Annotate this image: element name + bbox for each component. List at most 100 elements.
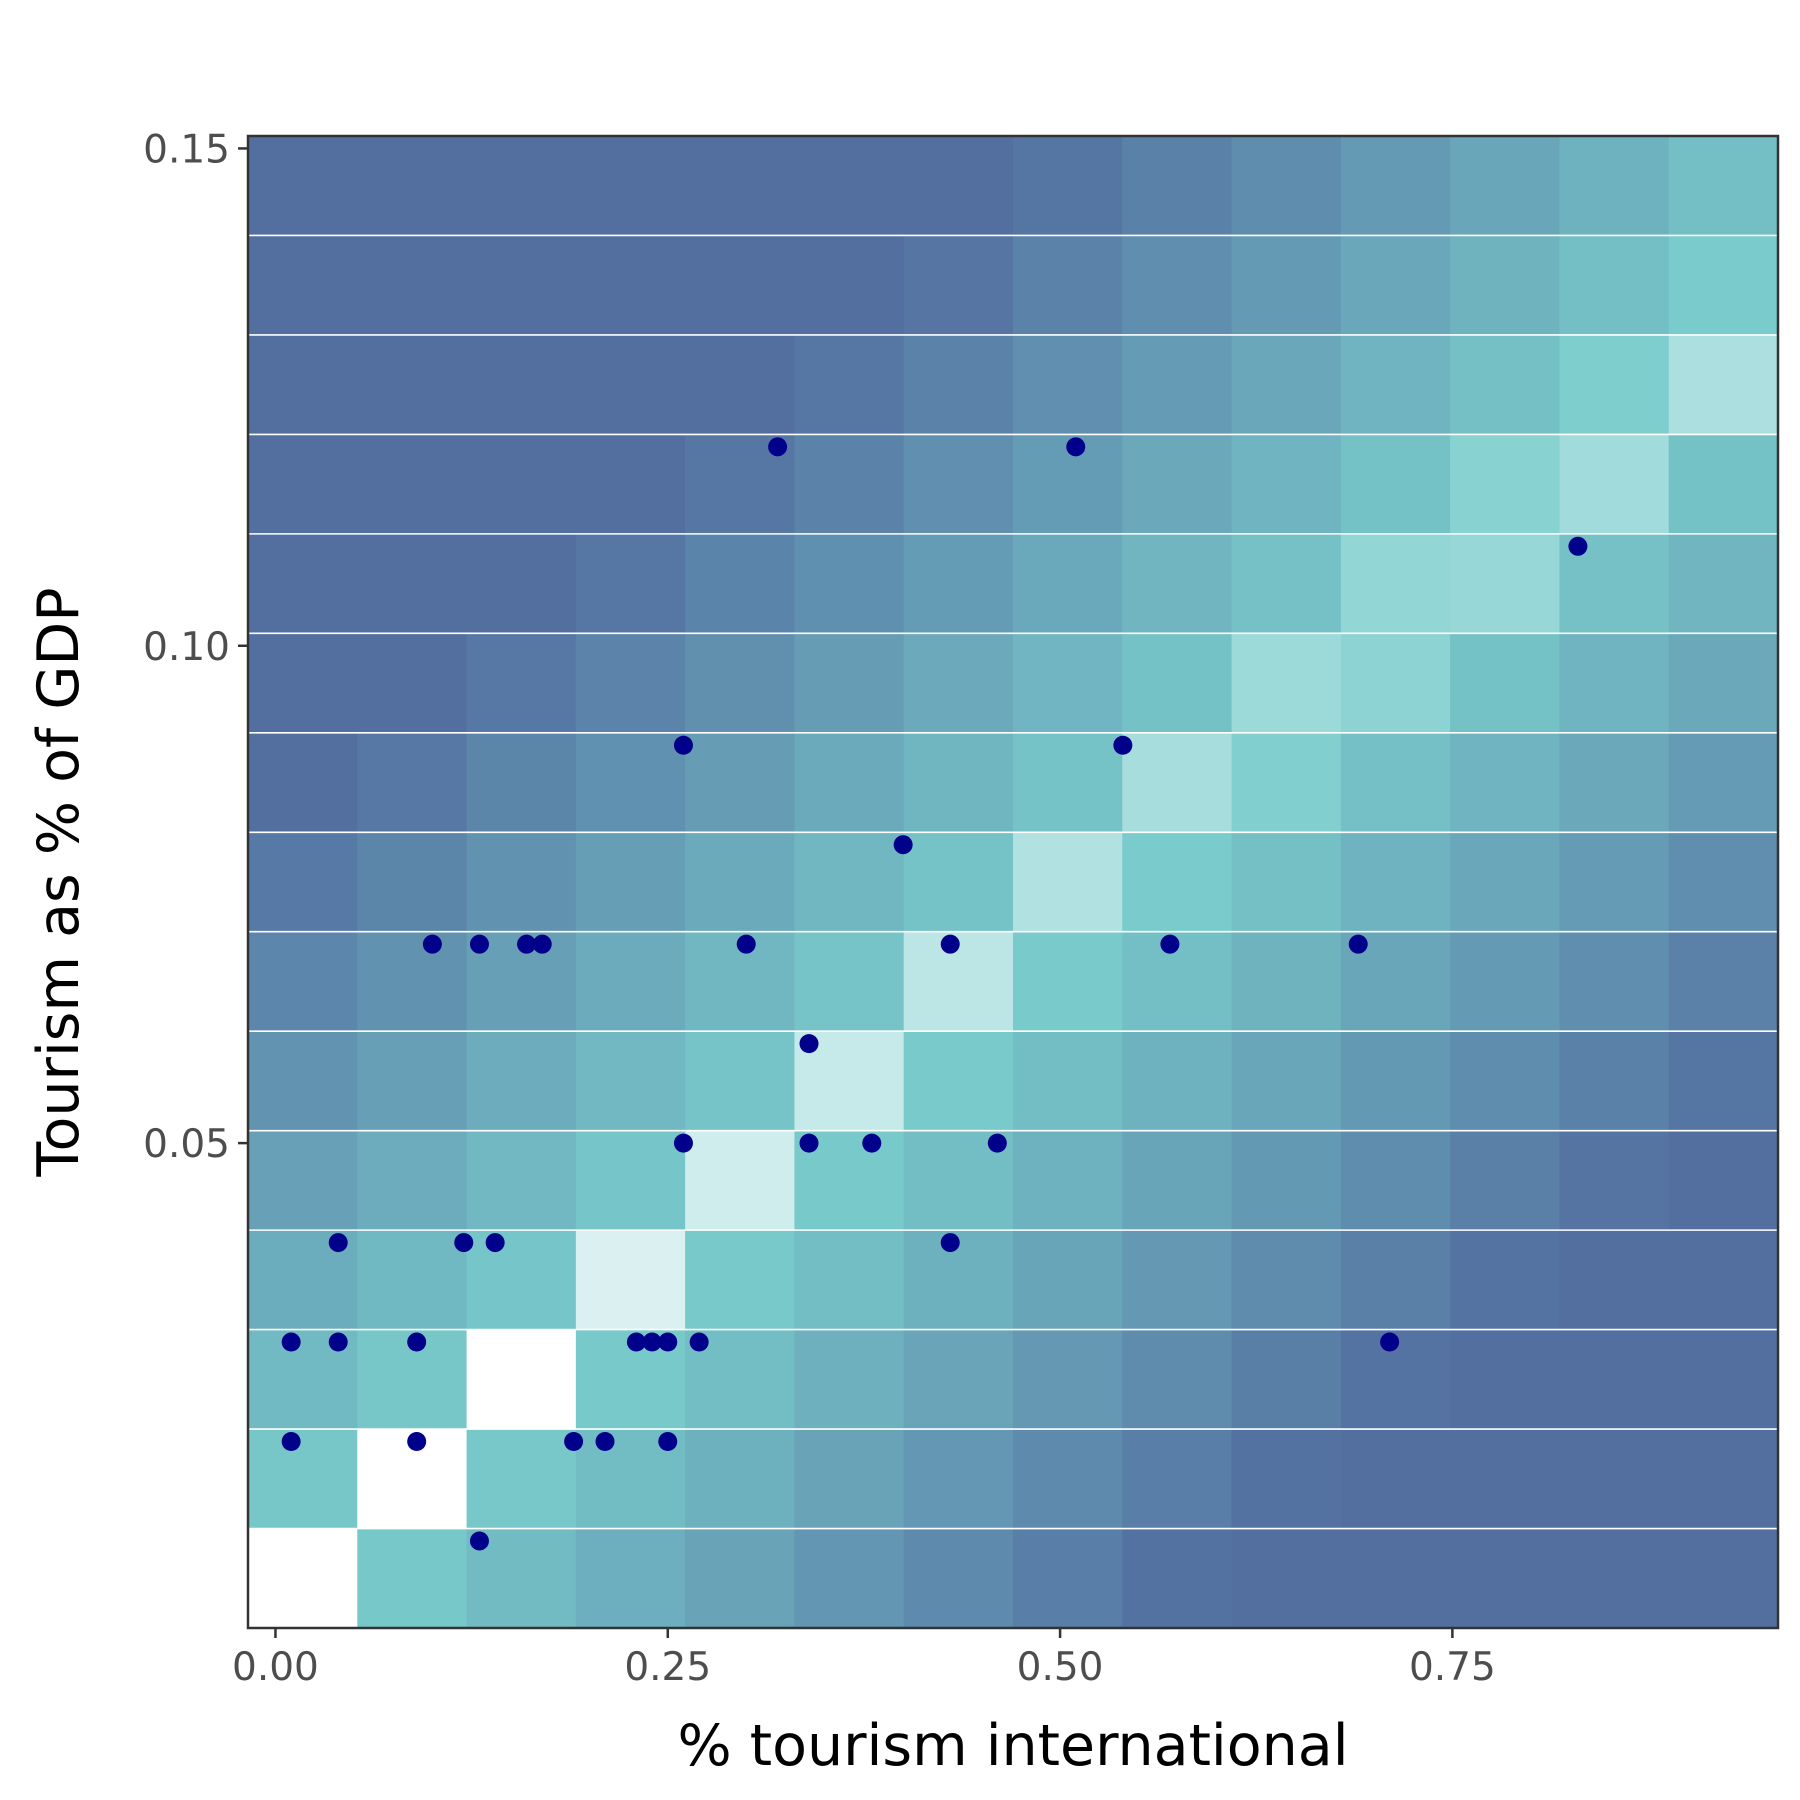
data-point (281, 1332, 301, 1352)
data-point (1568, 536, 1588, 556)
heatmap-cell (903, 334, 1014, 435)
heatmap-cell (685, 533, 796, 634)
heatmap-cell (794, 1528, 905, 1629)
heatmap-cell (903, 832, 1014, 933)
heatmap-cell (1231, 1031, 1342, 1132)
heatmap-cell (685, 1130, 796, 1231)
heatmap-cell (1122, 533, 1233, 634)
heatmap-cell (1450, 1031, 1561, 1132)
heatmap-cell (685, 1528, 796, 1629)
heatmap-cell (1340, 1528, 1451, 1629)
data-point (469, 1531, 489, 1551)
heatmap-cell (1013, 533, 1123, 634)
heatmap-cell (357, 136, 468, 237)
heatmap-cell (1668, 533, 1779, 634)
data-point (328, 1332, 348, 1352)
heatmap-cell (794, 1429, 905, 1530)
heatmap-cell (1559, 633, 1670, 734)
heatmap-cell (794, 533, 905, 634)
data-point (454, 1233, 474, 1253)
y-axis-title: Tourism as % of GDP (26, 587, 92, 1177)
heatmap-cell (466, 1130, 577, 1231)
heatmap-cell (1231, 533, 1342, 634)
heatmap-cell (1013, 235, 1123, 336)
data-point (517, 934, 537, 954)
heatmap-cell (575, 235, 686, 336)
heatmap-cell (248, 334, 358, 435)
x-axis: 0.00 0.25 0.50 0.75 (232, 1628, 1496, 1690)
heatmap-cell (575, 1230, 686, 1331)
heatmap-cell (357, 434, 468, 535)
heatmap-cell (685, 1429, 796, 1530)
heatmap-cell (248, 533, 358, 634)
heatmap-cell (1340, 136, 1451, 237)
heatmap-cell (1450, 136, 1561, 237)
data-point (689, 1332, 709, 1352)
heatmap-cell (1340, 633, 1451, 734)
heatmap-cell (1559, 732, 1670, 833)
heatmap-cell (1340, 1429, 1451, 1530)
heatmap-cell (357, 334, 468, 435)
heatmap-cell (1013, 732, 1123, 833)
heatmap-cell (1668, 434, 1779, 535)
data-point (1066, 437, 1086, 457)
heatmap-cell (575, 533, 686, 634)
heatmap-cell (248, 1031, 358, 1132)
heatmap-cell (575, 1528, 686, 1629)
heatmap-cell (1559, 235, 1670, 336)
heatmap-cell (1450, 1528, 1561, 1629)
heatmap-cell (357, 235, 468, 336)
heatmap-cell (1450, 434, 1561, 535)
heatmap-cell (1340, 235, 1451, 336)
heatmap-cell (794, 1230, 905, 1331)
heatmap-cell (357, 931, 468, 1032)
heatmap-cell (1340, 732, 1451, 833)
heatmap-cell (1559, 136, 1670, 237)
heatmap-cell (1122, 1031, 1233, 1132)
heatmap-cell (466, 334, 577, 435)
heatmap-cell (1231, 931, 1342, 1032)
heatmap-cell (794, 434, 905, 535)
heatmap-cell (248, 931, 358, 1032)
heatmap-cell (1340, 1031, 1451, 1132)
data-point (799, 1133, 819, 1153)
heatmap-cell (248, 434, 358, 535)
heatmap-cell (1450, 235, 1561, 336)
heatmap-cell (1559, 832, 1670, 933)
heatmap-cell (1013, 334, 1123, 435)
y-tick-label: 0.15 (143, 127, 230, 172)
heatmap-cell (1231, 1230, 1342, 1331)
x-tick-label: 0.50 (1017, 1645, 1104, 1690)
heatmap-cell (1013, 931, 1123, 1032)
heatmap-cell (1450, 1329, 1561, 1430)
heatmap-cell (466, 1429, 577, 1530)
heatmap-cell (1340, 434, 1451, 535)
data-point (940, 934, 960, 954)
heatmap-cell (357, 732, 468, 833)
heatmap-cell (575, 1130, 686, 1231)
heatmap-cell (1231, 136, 1342, 237)
heatmap-cell (685, 1031, 796, 1132)
heatmap-cell (794, 235, 905, 336)
heatmap-cell (794, 931, 905, 1032)
data-point (532, 934, 552, 954)
heatmap-cell (1450, 334, 1561, 435)
heatmap-cell (1668, 235, 1779, 336)
heatmap-cell (794, 633, 905, 734)
data-point (1113, 735, 1133, 755)
heatmap-cell (1668, 1130, 1779, 1231)
heatmap-cell (466, 1230, 577, 1331)
heatmap-cell (1231, 434, 1342, 535)
heatmap-cell (1668, 136, 1779, 237)
heatmap-cell (575, 633, 686, 734)
data-point (673, 1133, 693, 1153)
data-point (469, 934, 489, 954)
heatmap-cell (1450, 732, 1561, 833)
heatmap-cell (794, 732, 905, 833)
data-point (673, 735, 693, 755)
heatmap-cell (1231, 1528, 1342, 1629)
y-tick-label: 0.10 (143, 625, 230, 670)
data-point (1380, 1332, 1400, 1352)
heatmap-cell (1013, 1528, 1123, 1629)
